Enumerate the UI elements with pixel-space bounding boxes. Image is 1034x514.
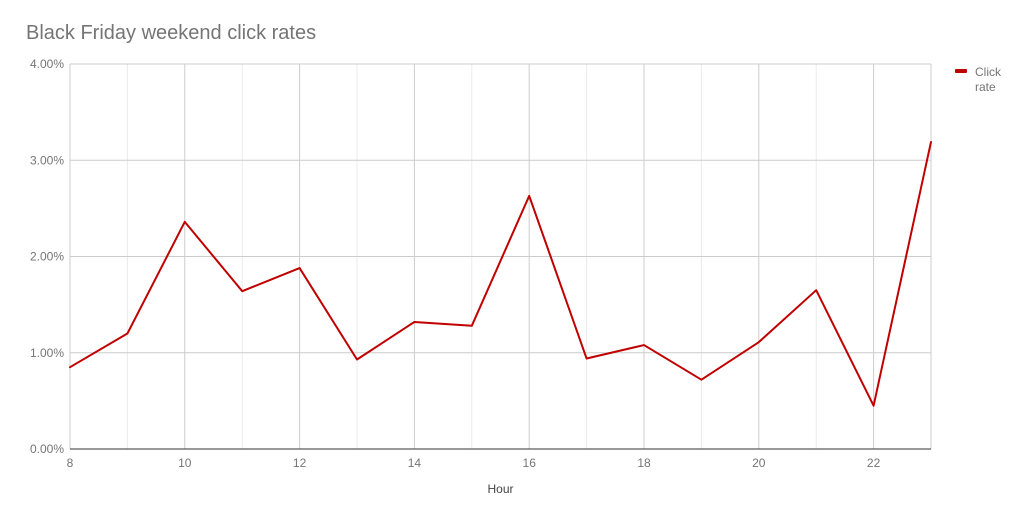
legend-swatch [955,69,967,73]
gridlines [69,63,932,450]
x-tick-label: 22 [867,456,881,470]
y-tick-label: 3.00% [30,153,64,167]
x-tick-label: 18 [637,456,651,470]
x-tick-label: 10 [178,456,192,470]
x-axis-title: Hour [487,482,513,496]
x-tick-label: 12 [293,456,307,470]
x-tick-label: 8 [67,456,74,470]
legend-label: rate [975,80,996,94]
x-tick-label: 20 [752,456,766,470]
y-tick-label: 0.00% [30,442,64,456]
y-tick-label: 2.00% [30,250,64,264]
series-line-click-rate [69,140,932,407]
x-tick-label: 16 [523,456,537,470]
y-tick-label: 4.00% [30,57,64,71]
legend-label: Click [975,65,1002,79]
chart-title: Black Friday weekend click rates [26,22,317,44]
x-tick-label: 14 [408,456,422,470]
y-tick-label: 1.00% [30,346,64,360]
